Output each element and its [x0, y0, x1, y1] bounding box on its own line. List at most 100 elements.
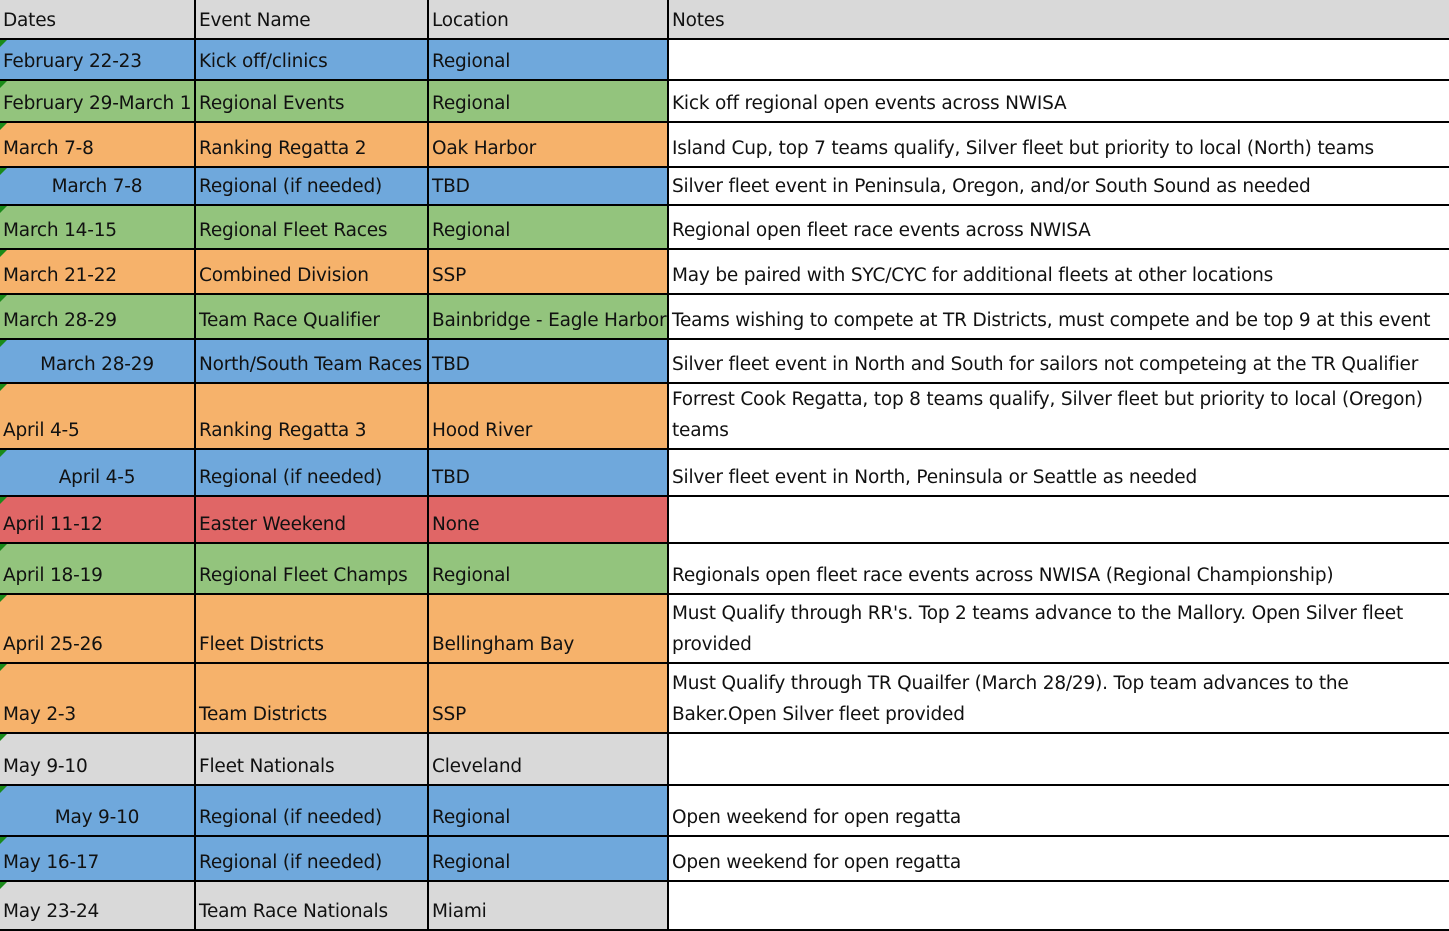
- location-cell[interactable]: Miami: [427, 881, 669, 931]
- event-name-cell[interactable]: Kick off/clinics: [194, 39, 429, 81]
- notes-cell[interactable]: Island Cup, top 7 teams qualify, Silver …: [667, 122, 1449, 168]
- event-name-cell[interactable]: Ranking Regatta 2: [194, 122, 429, 168]
- date-cell[interactable]: March 21-22: [0, 249, 196, 295]
- location-cell[interactable]: TBD: [427, 449, 669, 497]
- location-cell[interactable]: Regional: [427, 80, 669, 123]
- notes-cell[interactable]: Must Qualify through TR Quailfer (March …: [667, 663, 1449, 734]
- event-name-cell[interactable]: Easter Weekend: [194, 496, 429, 544]
- date-cell[interactable]: April 18-19: [0, 543, 196, 595]
- table-row: April 4-5 Ranking Regatta 3 Hood River Forr…: [0, 383, 1449, 450]
- notes-cell[interactable]: Kick off regional open events across NWI…: [667, 80, 1449, 123]
- date-cell[interactable]: April 4-5: [0, 383, 196, 450]
- date-cell[interactable]: April 25-26: [0, 594, 196, 664]
- header-event-name[interactable]: Event Name: [194, 0, 429, 40]
- event-name-cell[interactable]: Regional (if needed): [194, 785, 429, 837]
- date-cell[interactable]: March 28-29: [0, 339, 196, 384]
- notes-cell[interactable]: Teams wishing to compete at TR Districts…: [667, 294, 1449, 340]
- location-cell[interactable]: TBD: [427, 167, 669, 206]
- date-cell[interactable]: May 23-24: [0, 881, 196, 931]
- date-cell[interactable]: February 29-March 1: [0, 80, 196, 123]
- event-name-cell[interactable]: Team Race Nationals: [194, 881, 429, 931]
- header-dates[interactable]: Dates: [0, 0, 196, 40]
- location-cell[interactable]: Regional: [427, 39, 669, 81]
- table-row: May 23-24 Team Race Nationals Miami: [0, 881, 1449, 931]
- notes-cell[interactable]: Regionals open fleet race events across …: [667, 543, 1449, 595]
- event-name-cell[interactable]: Regional Fleet Races: [194, 205, 429, 250]
- location-cell[interactable]: Cleveland: [427, 733, 669, 786]
- table-row: March 21-22 Combined Division SSP May be pa…: [0, 249, 1449, 295]
- location-cell[interactable]: SSP: [427, 663, 669, 734]
- date-cell[interactable]: May 9-10: [0, 785, 196, 837]
- date-cell[interactable]: March 7-8: [0, 167, 196, 206]
- notes-cell[interactable]: Forrest Cook Regatta, top 8 teams qualif…: [667, 383, 1449, 450]
- event-name-cell[interactable]: Regional (if needed): [194, 449, 429, 497]
- notes-cell[interactable]: [667, 881, 1449, 931]
- event-name-cell[interactable]: Regional (if needed): [194, 167, 429, 206]
- event-name-cell-text: Regional (if needed): [199, 852, 383, 873]
- location-cell-text: Regional: [432, 220, 511, 241]
- notes-cell[interactable]: Open weekend for open regatta: [667, 785, 1449, 837]
- comment-indicator-icon: [0, 544, 7, 551]
- location-cell[interactable]: Oak Harbor: [427, 122, 669, 168]
- date-cell-text: April 4-5: [3, 420, 80, 441]
- location-cell[interactable]: Regional: [427, 205, 669, 250]
- notes-cell[interactable]: Silver fleet event in Peninsula, Oregon,…: [667, 167, 1449, 206]
- notes-cell[interactable]: Silver fleet event in North, Peninsula o…: [667, 449, 1449, 497]
- event-name-cell[interactable]: North/South Team Races: [194, 339, 429, 384]
- notes-cell-text: Silver fleet event in North, Peninsula o…: [672, 467, 1197, 488]
- event-name-cell-text: Easter Weekend: [199, 514, 346, 535]
- event-name-cell-text: Ranking Regatta 3: [199, 420, 367, 441]
- comment-indicator-icon: [0, 384, 7, 391]
- table-row: April 25-26 Fleet Districts Bellingham Bay…: [0, 594, 1449, 664]
- notes-cell-text: Regional open fleet race events across N…: [672, 220, 1091, 241]
- event-name-cell[interactable]: Ranking Regatta 3: [194, 383, 429, 450]
- location-cell[interactable]: Bainbridge - Eagle Harbor: [427, 294, 669, 340]
- event-name-cell[interactable]: Team Race Qualifier: [194, 294, 429, 340]
- notes-cell[interactable]: Silver fleet event in North and South fo…: [667, 339, 1449, 384]
- comment-indicator-icon: [0, 595, 7, 602]
- date-cell[interactable]: March 28-29: [0, 294, 196, 340]
- notes-cell[interactable]: Must Qualify through RR's. Top 2 teams a…: [667, 594, 1449, 664]
- date-cell[interactable]: May 9-10: [0, 733, 196, 786]
- date-cell[interactable]: April 4-5: [0, 449, 196, 497]
- event-name-cell[interactable]: Combined Division: [194, 249, 429, 295]
- event-name-cell-text: Team Districts: [199, 704, 328, 725]
- notes-cell[interactable]: [667, 733, 1449, 786]
- event-name-cell[interactable]: Regional Fleet Champs: [194, 543, 429, 595]
- location-cell[interactable]: Regional: [427, 836, 669, 882]
- event-name-cell[interactable]: Regional (if needed): [194, 836, 429, 882]
- date-cell[interactable]: May 16-17: [0, 836, 196, 882]
- date-cell[interactable]: April 11-12: [0, 496, 196, 544]
- location-cell[interactable]: TBD: [427, 339, 669, 384]
- event-name-cell-text: Kick off/clinics: [199, 51, 328, 72]
- location-cell[interactable]: None: [427, 496, 669, 544]
- notes-cell[interactable]: [667, 39, 1449, 81]
- location-cell[interactable]: Bellingham Bay: [427, 594, 669, 664]
- notes-cell[interactable]: Regional open fleet race events across N…: [667, 205, 1449, 250]
- date-cell[interactable]: May 2-3: [0, 663, 196, 734]
- location-cell[interactable]: Hood River: [427, 383, 669, 450]
- notes-cell-text: Open weekend for open regatta: [672, 852, 962, 873]
- event-name-cell-text: Regional Fleet Champs: [199, 565, 408, 586]
- event-name-cell[interactable]: Regional Events: [194, 80, 429, 123]
- location-cell[interactable]: Regional: [427, 543, 669, 595]
- notes-cell[interactable]: Open weekend for open regatta: [667, 836, 1449, 882]
- location-cell[interactable]: Regional: [427, 785, 669, 837]
- date-cell-text: February 22-23: [3, 51, 142, 72]
- event-name-cell[interactable]: Team Districts: [194, 663, 429, 734]
- header-location[interactable]: Location: [427, 0, 669, 40]
- comment-indicator-icon: [0, 450, 7, 457]
- date-cell[interactable]: March 14-15: [0, 205, 196, 250]
- location-cell[interactable]: SSP: [427, 249, 669, 295]
- date-cell-text: May 9-10: [54, 807, 140, 828]
- event-name-cell[interactable]: Fleet Districts: [194, 594, 429, 664]
- event-name-cell[interactable]: Fleet Nationals: [194, 733, 429, 786]
- comment-indicator-icon: [0, 882, 7, 889]
- date-cell[interactable]: February 22-23: [0, 39, 196, 81]
- comment-indicator-icon: [0, 497, 7, 504]
- date-cell[interactable]: March 7-8: [0, 122, 196, 168]
- notes-cell[interactable]: [667, 496, 1449, 544]
- header-notes[interactable]: Notes: [667, 0, 1449, 40]
- notes-cell[interactable]: May be paired with SYC/CYC for additiona…: [667, 249, 1449, 295]
